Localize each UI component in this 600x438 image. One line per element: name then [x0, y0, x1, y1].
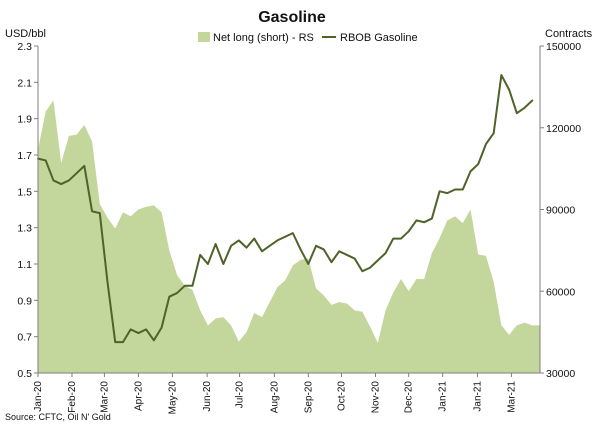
left-axis-tick-label: 1.3: [17, 223, 32, 235]
legend-label-rbob: RBOB Gasoline: [340, 32, 418, 44]
x-axis-tick-label: Jan-20: [33, 381, 44, 412]
chart-title: Gasoline: [258, 9, 326, 26]
left-axis-tick-label: 1.9: [17, 114, 32, 126]
x-axis-tick-label: Oct-20: [337, 381, 348, 411]
axes: 0.5 0.7 0.9 1.1 1.3 1.5 1.7 1.9 2.1 2.3 30000 60000…: [17, 41, 581, 414]
right-axis-tick-label: 120000: [546, 123, 581, 135]
x-axis-tick-label: Aug-20: [269, 381, 280, 414]
left-axis-tick-label: 2.1: [17, 77, 32, 89]
legend: Net long (short) - RS RBOB Gasoline: [198, 32, 418, 44]
x-axis-tick-label: Jan-21: [438, 381, 449, 412]
x-axis-tick-label: Jun-20: [202, 381, 213, 412]
rbob-line-layer: [37, 74, 534, 344]
x-axis-tick-label: Dec-20: [404, 381, 415, 414]
right-axis-tick-label: 30000: [546, 368, 575, 380]
right-axis-tick-label: 90000: [546, 205, 575, 217]
x-axis-tick-label: Mar-20: [99, 381, 110, 413]
x-axis-tick-label: May-20: [167, 381, 178, 415]
x-axis-tick-label: Jan-21: [472, 381, 483, 412]
right-axis-unit-label: Contracts: [545, 28, 593, 40]
left-axis-tick-label: 1.1: [17, 259, 32, 271]
net-long-area: [38, 100, 540, 373]
x-axis-tick-label: Apr-20: [133, 381, 144, 411]
legend-swatch-net-long: [198, 32, 210, 42]
x-axis-tick-label: Jul-20: [235, 381, 246, 409]
left-axis-tick-label: 1.5: [17, 186, 32, 198]
x-axis-tick-label: Nov-20: [370, 381, 381, 414]
source-note: Source: CFTC, Oil N' Gold: [5, 412, 111, 422]
left-axis-tick-label: 0.7: [17, 332, 32, 344]
legend-label-net-long: Net long (short) - RS: [213, 32, 314, 44]
rbob-gasoline-line: [37, 74, 534, 344]
right-axis-tick-label: 150000: [546, 41, 581, 53]
left-axis-tick-label: 0.5: [17, 368, 32, 380]
net-long-area-layer: [38, 100, 540, 373]
x-axis-tick-label: Sep-20: [303, 381, 314, 414]
left-axis-tick-label: 1.7: [17, 150, 32, 162]
x-axis-tick-label: Mar-21: [506, 381, 517, 413]
left-axis-tick-label: 0.9: [17, 295, 32, 307]
right-axis-tick-label: 60000: [546, 286, 575, 298]
x-axis-tick-label: Feb-20: [67, 381, 78, 413]
left-axis-unit-label: USD/bbl: [5, 28, 46, 40]
left-axis-tick-label: 2.3: [17, 41, 32, 53]
